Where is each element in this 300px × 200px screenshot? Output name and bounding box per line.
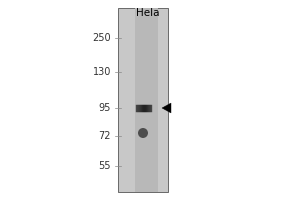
- Text: Hela: Hela: [136, 8, 160, 18]
- Text: 250: 250: [92, 33, 111, 43]
- Text: 95: 95: [99, 103, 111, 113]
- Polygon shape: [162, 103, 171, 113]
- Bar: [135, 8, 158, 192]
- Bar: [118, 8, 168, 192]
- Text: 130: 130: [93, 67, 111, 77]
- Text: 55: 55: [98, 161, 111, 171]
- Text: 72: 72: [98, 131, 111, 141]
- Circle shape: [138, 128, 148, 138]
